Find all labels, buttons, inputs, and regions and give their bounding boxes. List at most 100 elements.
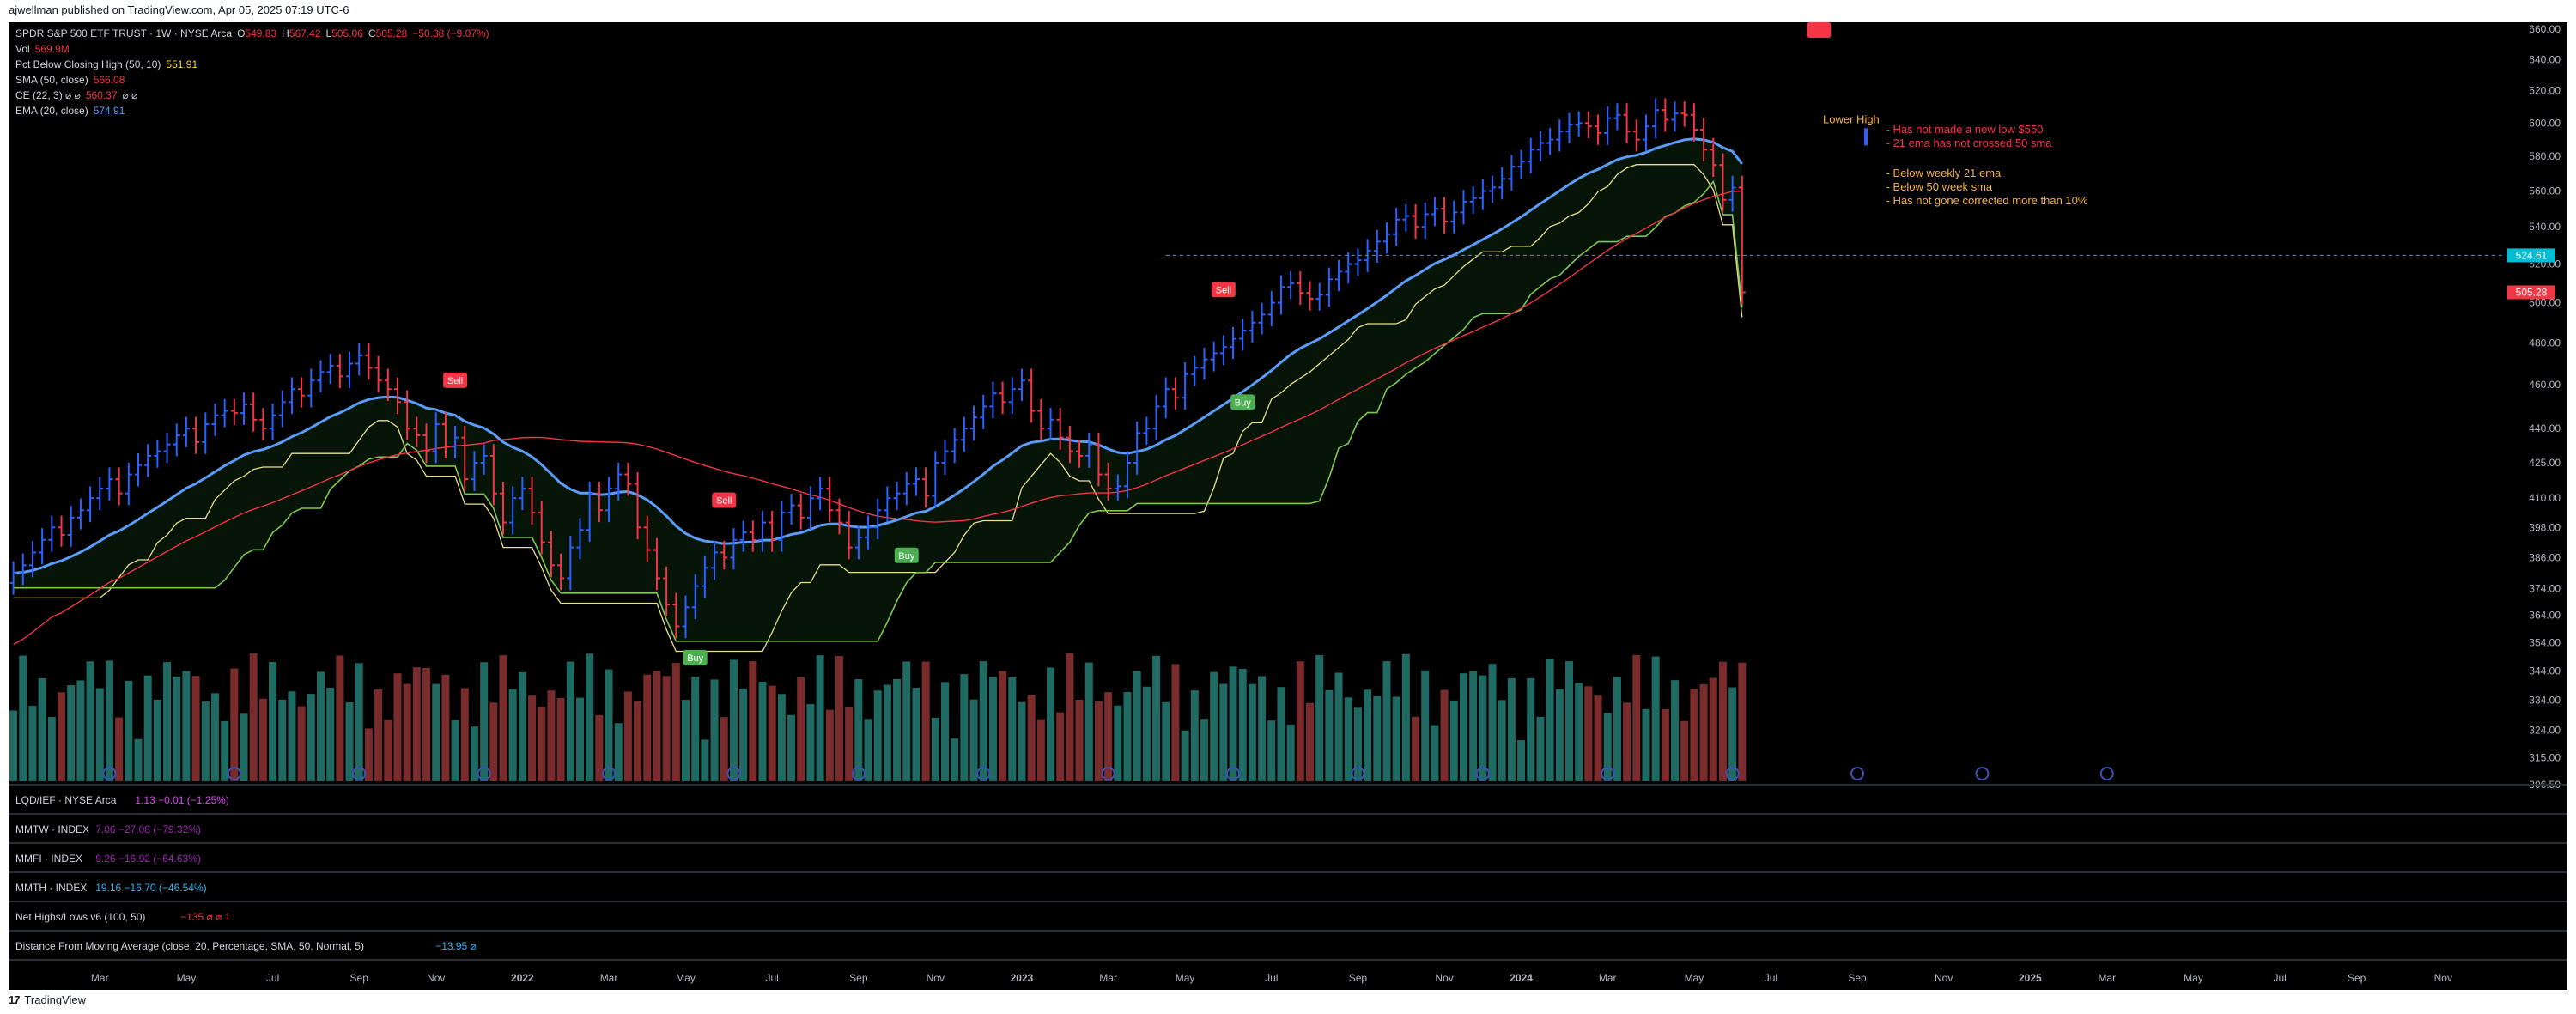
pane-label[interactable]: LQD/IEF · NYSE Arca xyxy=(15,794,117,806)
sell-signal-badge[interactable] xyxy=(712,492,737,508)
tradingview-logo-icon[interactable]: 17 xyxy=(9,993,21,1006)
dividend-marker-icon[interactable] xyxy=(726,767,741,780)
volume-bar xyxy=(173,676,181,781)
volume-bar xyxy=(1210,671,1218,781)
sell-signal-badge[interactable] xyxy=(443,372,468,388)
legend-l-label: L xyxy=(325,27,332,39)
chart-svg[interactable]: 660.00 640.00 620.00 600.00 580.00 560.00 540.… xyxy=(9,22,2567,990)
volume-bar xyxy=(134,738,143,781)
volume-bar xyxy=(1469,671,1478,781)
dividend-marker-icon[interactable] xyxy=(1226,767,1241,780)
legend-open: 549.83 xyxy=(245,27,277,39)
volume-bar xyxy=(153,699,161,781)
volume-bar xyxy=(1162,701,1170,781)
dividend-marker-icon[interactable] xyxy=(227,767,241,780)
legend-vol-row[interactable]: Vol 569.9M xyxy=(15,43,75,55)
y-tick-label: 500.00 xyxy=(2529,297,2561,309)
dividend-marker-icon[interactable] xyxy=(1475,767,1490,780)
ce-line xyxy=(13,179,1743,642)
volume-bar xyxy=(221,720,229,781)
pane-label[interactable]: MMTH · INDEX xyxy=(15,882,87,894)
pane-value: −13.95 ⌀ xyxy=(435,940,477,952)
volume-bar xyxy=(1536,716,1545,781)
volume-bar xyxy=(307,694,315,781)
volume-bar xyxy=(835,656,843,781)
volume-bar xyxy=(662,676,671,781)
volume-bar xyxy=(729,659,738,781)
volume-bar xyxy=(634,701,642,781)
volume-bar xyxy=(556,697,565,781)
volume-bar xyxy=(623,691,632,781)
volume-bar xyxy=(1661,708,1669,781)
buy-signal-badge[interactable] xyxy=(683,649,708,665)
footer-brand[interactable]: TradingView xyxy=(24,993,87,1006)
signal-label: Buy xyxy=(898,551,914,562)
chart-area[interactable]: 660.00 640.00 620.00 600.00 580.00 560.00 540.… xyxy=(9,22,2567,990)
dividend-marker-icon[interactable] xyxy=(851,767,866,780)
buy-signal-badge[interactable] xyxy=(1230,394,1255,410)
x-tick-label: Sep xyxy=(1848,972,1867,984)
volume-bar xyxy=(1344,697,1352,781)
legend-ema-row[interactable]: EMA (20, close) 574.91 xyxy=(15,105,130,117)
dividend-marker-icon[interactable] xyxy=(1101,767,1115,780)
sell-signal-badge[interactable] xyxy=(1807,22,1832,38)
volume-bar xyxy=(374,689,383,781)
legend-sma-row[interactable]: SMA (50, close) 566.08 xyxy=(15,74,130,86)
dividend-marker-icon[interactable] xyxy=(1601,767,1615,780)
legend-sma-value: 566.08 xyxy=(93,74,125,86)
dividend-marker-icon[interactable] xyxy=(352,767,367,780)
volume-bar xyxy=(1555,689,1564,781)
legend-pct-row[interactable]: Pct Below Closing High (50, 10) 551.91 xyxy=(15,58,203,70)
volume-bar xyxy=(1449,700,1458,781)
volume-bar xyxy=(210,693,219,781)
volume-bar xyxy=(1479,675,1487,781)
volume-bar xyxy=(1690,689,1698,781)
volume-bar xyxy=(1171,664,1180,781)
pane-label[interactable]: Distance From Moving Average (close, 20,… xyxy=(15,940,364,952)
volume-bar xyxy=(480,662,489,781)
volume-bar xyxy=(1738,662,1747,781)
volume-bar xyxy=(969,699,978,781)
pane-label[interactable]: Net Highs/Lows v6 (100, 50) xyxy=(15,911,145,923)
dividend-marker-icon[interactable] xyxy=(1850,767,1865,780)
volume-bar xyxy=(1306,702,1315,781)
volume-bar xyxy=(191,676,200,781)
legend-pct-value: 551.91 xyxy=(166,58,198,70)
volume-bar xyxy=(1353,707,1362,781)
dividend-marker-icon[interactable] xyxy=(2099,767,2114,780)
volume-bar xyxy=(1075,699,1084,781)
volume-bar xyxy=(1219,683,1228,781)
dividend-marker-icon[interactable] xyxy=(1725,767,1740,780)
dividend-marker-icon[interactable] xyxy=(477,767,491,780)
dividend-marker-icon[interactable] xyxy=(976,767,991,780)
sell-signal-badge[interactable] xyxy=(1211,282,1236,298)
volume-bar xyxy=(451,720,459,781)
dividend-marker-icon[interactable] xyxy=(102,767,117,780)
legend-ce-row[interactable]: CE (22, 3) ⌀ ⌀ 560.37 ⌀ ⌀ xyxy=(15,89,143,101)
legend-symbol[interactable]: SPDR S&P 500 ETF TRUST · 1W · NYSE Arca xyxy=(15,27,233,39)
dividend-marker-icon[interactable] xyxy=(602,767,617,780)
volume-bar xyxy=(249,653,258,781)
volume-bar xyxy=(326,688,335,781)
pane-label[interactable]: MMFI · INDEX xyxy=(15,853,82,865)
volume-bar xyxy=(1440,689,1449,781)
volume-bar xyxy=(682,700,690,781)
volume-bar xyxy=(538,707,546,781)
note-orange: - Below weekly 21 ema xyxy=(1886,167,2002,179)
pane-value: 1.13 −0.01 (−1.25%) xyxy=(135,794,228,806)
dividend-marker-icon[interactable] xyxy=(1975,767,1990,780)
note-orange: - Has not gone corrected more than 10% xyxy=(1886,194,2088,207)
y-tick-label: 480.00 xyxy=(2529,337,2561,349)
volume-bar xyxy=(240,713,248,781)
buy-signal-badge[interactable] xyxy=(894,547,919,563)
x-tick-label: Nov xyxy=(1935,972,1953,984)
volume-bar xyxy=(1507,677,1516,781)
volume-bar xyxy=(1084,662,1093,781)
x-tick-label: Mar xyxy=(2099,972,2117,984)
signal-label: Sell xyxy=(716,496,732,507)
volume-bar xyxy=(605,669,613,781)
signal-label: Buy xyxy=(687,653,703,664)
pane-label[interactable]: MMTW · INDEX xyxy=(15,823,89,835)
dividend-marker-icon[interactable] xyxy=(1351,767,1365,780)
volume-bar xyxy=(1392,696,1400,781)
